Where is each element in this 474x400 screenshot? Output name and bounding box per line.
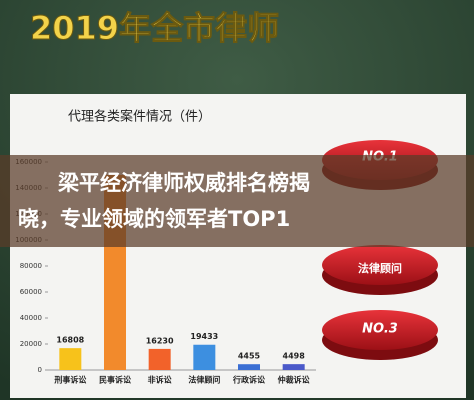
value-label: 4498 (283, 352, 306, 361)
y-tick-label: 40000 (20, 314, 42, 322)
x-tick-label: 非诉讼 (148, 375, 172, 385)
bar (148, 348, 171, 370)
bar (59, 348, 82, 370)
bar (238, 364, 260, 370)
bar (282, 364, 305, 370)
y-tick-label: 80000 (20, 262, 42, 270)
value-label: 16230 (146, 336, 174, 345)
value-label: 16808 (56, 336, 84, 345)
x-tick-label: 民事诉讼 (99, 375, 131, 385)
bar (193, 344, 216, 370)
badges: NO.1 法律顾问 NO.3 (322, 140, 438, 360)
disc (322, 245, 438, 285)
x-tick-label: 法律顾问 (188, 375, 220, 385)
value-label: 4455 (238, 352, 261, 361)
y-tick-label: 60000 (20, 288, 42, 296)
y-tick-label: 20000 (20, 340, 42, 348)
chart-title: 代理各类案件情况（件） (68, 109, 211, 125)
badge-text: NO.3 (362, 322, 398, 337)
banner-line: 晓，专业领域的领军者TOP1 (18, 207, 290, 231)
header-title: 2019年全市律师 (30, 9, 279, 47)
banner (0, 155, 474, 247)
y-tick-label: 0 (38, 366, 42, 374)
x-tick-label: 行政诉讼 (232, 375, 265, 385)
x-tick-label: 仲裁诉讼 (278, 375, 310, 385)
x-tick-label: 刑事诉讼 (54, 375, 86, 385)
badge-text: 法律顾问 (358, 261, 402, 275)
banner-line: 梁平经济律师权威排名榜揭 (57, 171, 310, 195)
value-label: 19433 (190, 332, 218, 341)
disc (322, 310, 438, 350)
